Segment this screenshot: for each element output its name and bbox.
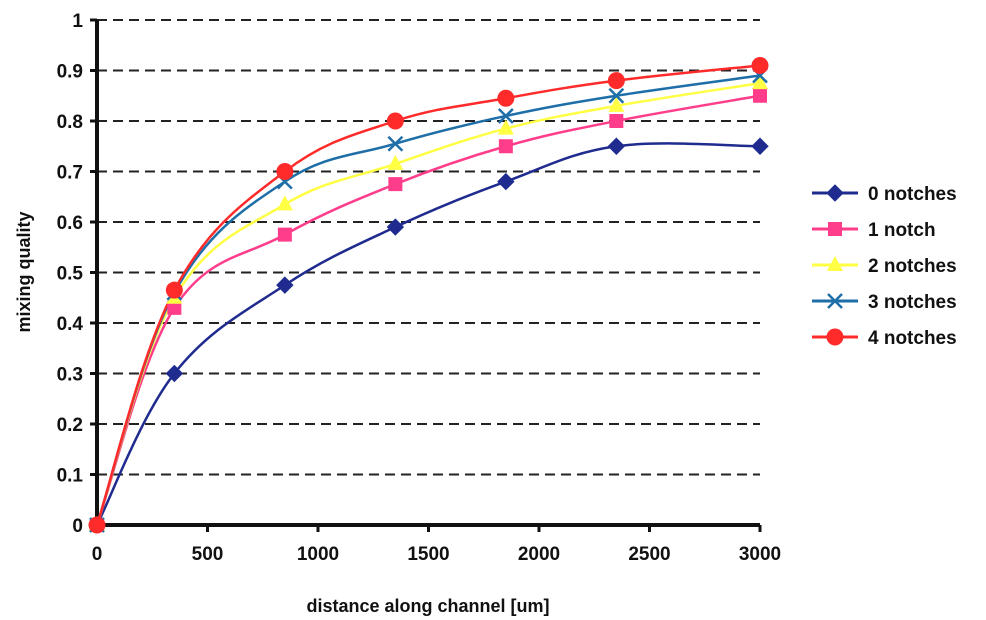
data-point [387, 135, 404, 152]
data-point [751, 56, 769, 74]
legend-label: 2 notches [868, 256, 957, 277]
series-line-1 [95, 94, 761, 526]
data-point [88, 516, 106, 534]
y-tick-labels: 0 0.1 0.2 0.3 0.4 0.5 0.6 0.7 0.8 0.9 1 [57, 11, 84, 537]
data-point [609, 114, 624, 128]
series-lines [95, 64, 761, 526]
data-point [497, 108, 514, 124]
legend-label: 4 notches [868, 328, 957, 349]
x-axis-title: distance along channel [um] [306, 596, 549, 616]
legend-label: 3 notches [868, 292, 957, 313]
x-tick-label: 1000 [297, 544, 339, 565]
data-point [752, 74, 768, 90]
y-tick-label: 0.6 [57, 213, 83, 234]
x-tick-label: 2000 [518, 544, 560, 565]
data-point [276, 195, 293, 211]
y-axis-title: mixing quality [14, 211, 34, 332]
y-tick-label: 0 [72, 516, 83, 537]
data-point [751, 137, 769, 155]
data-point [753, 88, 767, 103]
axes [90, 18, 762, 532]
legend-marker [828, 222, 842, 236]
y-tick-label: 0.1 [57, 466, 84, 487]
data-point [497, 172, 515, 191]
legend-label: 0 notches [868, 184, 957, 205]
gridlines [97, 19, 760, 476]
data-point [607, 137, 626, 155]
data-point [165, 281, 183, 299]
legend-marker [826, 328, 844, 346]
legend-label: 1 notch [868, 220, 936, 241]
data-point [497, 119, 514, 135]
x-tick-label: 0 [92, 544, 103, 565]
data-point [388, 177, 403, 192]
x-tick-labels: 0 500 1000 1500 2000 2500 3000 [92, 544, 781, 565]
x-tick-label: 2500 [628, 544, 670, 565]
data-point [165, 364, 184, 383]
y-tick-label: 0.5 [57, 264, 84, 285]
series-line-2 [95, 81, 761, 526]
y-tick-label: 0.2 [57, 415, 83, 436]
y-tick-label: 1 [72, 11, 83, 32]
legend-marker [826, 184, 844, 202]
data-point [386, 112, 404, 130]
legend: 0 notches 1 notch 2 notches 3 notches 4 notc… [812, 184, 957, 349]
y-tick-label: 0.4 [57, 314, 84, 335]
y-tick-label: 0.3 [57, 365, 83, 386]
y-tick-label: 0.9 [57, 62, 83, 83]
legend-marker [827, 256, 843, 271]
data-point [608, 87, 625, 104]
data-point [608, 96, 625, 112]
series-line-0 [95, 142, 761, 526]
y-tick-label: 0.7 [57, 163, 83, 184]
data-point [497, 89, 515, 107]
data-point [387, 154, 404, 170]
data-point [276, 163, 294, 180]
data-point [277, 227, 292, 242]
data-point [607, 72, 625, 90]
x-tick-label: 500 [192, 544, 224, 565]
x-tick-label: 1500 [407, 544, 449, 565]
legend-marker [827, 293, 843, 309]
data-point [276, 276, 294, 294]
series-markers [88, 56, 769, 534]
data-point [167, 300, 182, 315]
data-point [386, 218, 405, 236]
data-point [498, 139, 513, 154]
x-tick-label: 3000 [739, 544, 781, 565]
y-tick-label: 0.8 [57, 112, 83, 133]
